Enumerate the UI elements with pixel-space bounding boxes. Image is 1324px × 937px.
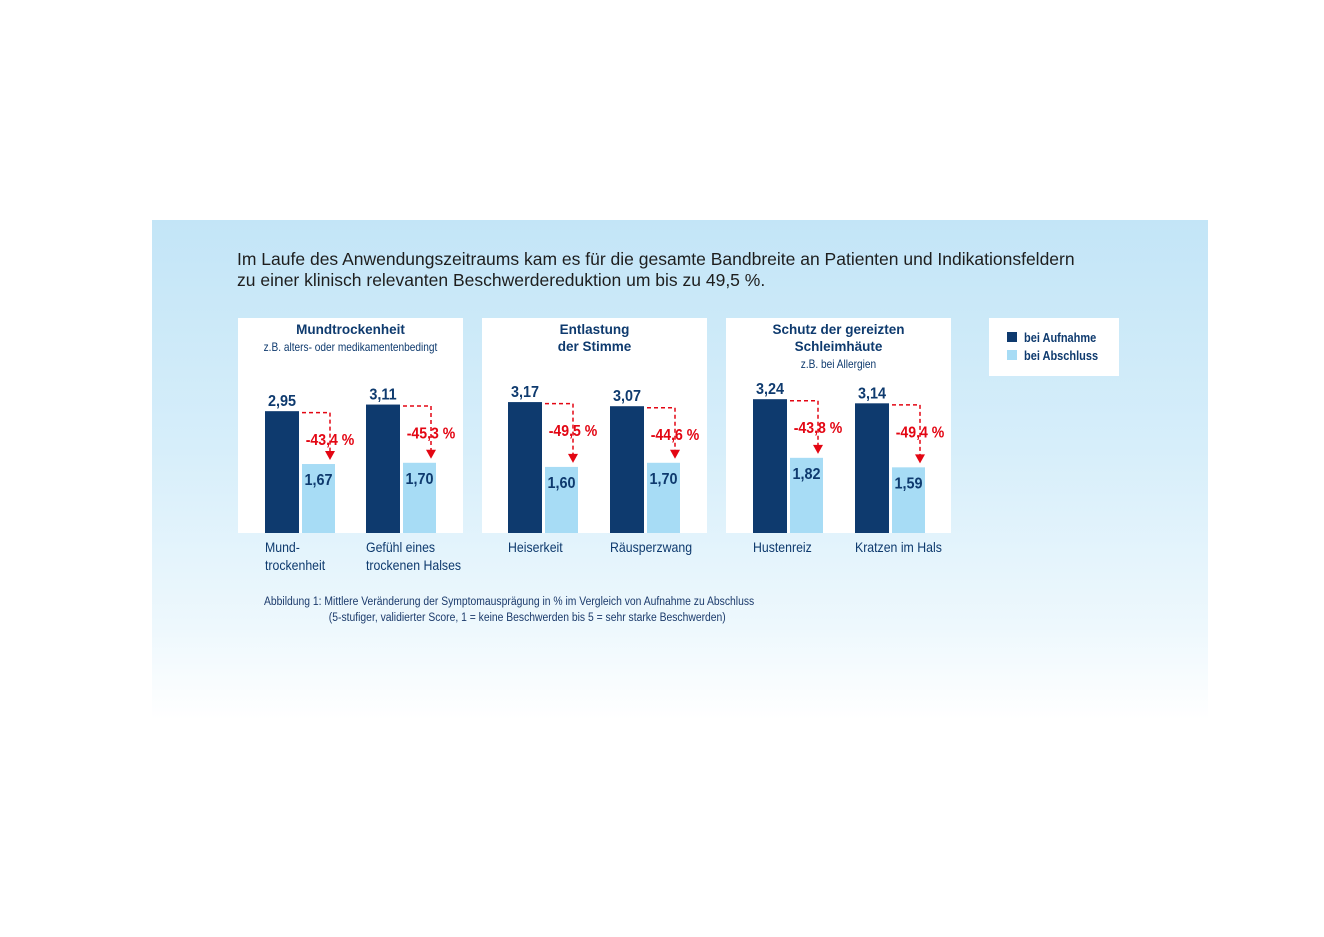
bar-bei-abschluss — [647, 462, 680, 533]
headline-line-2: zu einer klinisch relevanten Beschwerder… — [237, 270, 766, 290]
category-label: Räusperzwang — [610, 539, 692, 555]
change-connector — [892, 404, 921, 456]
change-percentage-label: -43,4 % — [306, 431, 355, 449]
data-label-aufnahme: 3,17 — [511, 383, 539, 401]
bar-bei-abschluss — [302, 464, 335, 533]
panel-subtitle: z.B. alters- oder medikamentenbedingt — [264, 341, 438, 354]
change-percentage-label: -43,8 % — [794, 419, 843, 437]
bar-bei-aufnahme — [366, 404, 400, 533]
panel-subtitle: z.B. bei Allergien — [801, 358, 876, 371]
category-label: Mund- — [265, 539, 300, 555]
category-label: Hustenreiz — [753, 539, 812, 555]
bar-bei-abschluss — [403, 462, 436, 533]
change-connector — [302, 411, 331, 453]
bar-bei-aufnahme — [753, 399, 787, 533]
change-percentage-label: -44,6 % — [651, 426, 700, 444]
category-label: trockenen Halses — [366, 557, 461, 573]
data-label-aufnahme: 3,14 — [858, 385, 887, 403]
bar-bei-abschluss — [892, 467, 925, 533]
change-arrow-icon — [813, 444, 823, 454]
change-percentage-label: -49,5 % — [549, 422, 598, 440]
panel-title: Mundtrockenheit — [296, 322, 405, 337]
legend-box — [989, 318, 1119, 376]
change-connector — [790, 399, 819, 446]
change-arrow-icon — [915, 454, 925, 464]
legend-swatch — [1007, 350, 1017, 360]
data-label-aufnahme: 2,95 — [268, 392, 297, 410]
data-label-aufnahme: 3,07 — [613, 388, 641, 406]
category-label: trockenheit — [265, 557, 326, 573]
change-arrow-icon — [670, 449, 680, 459]
category-label: Kratzen im Hals — [855, 539, 942, 555]
change-percentage-label: -49,4 % — [896, 424, 945, 442]
bar-bei-abschluss — [790, 457, 823, 533]
bar-bei-aufnahme — [855, 403, 889, 533]
panel-title: Schleimhäute — [795, 339, 883, 354]
bar-bei-aufnahme — [610, 406, 644, 533]
change-arrow-icon — [325, 451, 335, 461]
change-arrow-icon — [568, 453, 578, 463]
bar-bei-aufnahme — [265, 411, 299, 533]
change-connector — [545, 402, 574, 455]
figure-caption: Abbildung 1: Mittlere Veränderung der Sy… — [264, 595, 754, 626]
legend-swatch — [1007, 332, 1017, 342]
data-label-abschluss: 1,82 — [792, 465, 820, 483]
headline: Im Laufe des Anwendungszeitraums kam es … — [237, 249, 1117, 291]
category-label: Heiserkeit — [508, 539, 563, 555]
data-label-abschluss: 1,60 — [547, 474, 575, 492]
change-percentage-label: -45,3 % — [407, 425, 456, 443]
data-label-abschluss: 1,70 — [649, 470, 677, 488]
category-label: Gefühl eines — [366, 539, 435, 555]
data-label-aufnahme: 3,11 — [369, 386, 397, 404]
data-label-aufnahme: 3,24 — [756, 381, 785, 399]
legend-label: bei Abschluss — [1024, 349, 1099, 363]
bar-bei-aufnahme — [508, 402, 542, 533]
change-connector — [647, 406, 676, 451]
panel-title: Schutz der gereizten — [772, 322, 904, 337]
legend-label: bei Aufnahme — [1024, 331, 1097, 345]
caption-line-2: (5-stufiger, validierter Score, 1 = kein… — [328, 611, 726, 624]
change-connector — [403, 405, 432, 451]
panel-title: der Stimme — [558, 339, 632, 354]
headline-line-1: Im Laufe des Anwendungszeitraums kam es … — [237, 249, 1075, 269]
panel-title: Entlastung — [560, 322, 630, 337]
change-arrow-icon — [426, 449, 436, 459]
caption-line-1: Abbildung 1: Mittlere Veränderung der Sy… — [264, 596, 755, 608]
data-label-abschluss: 1,70 — [405, 470, 433, 488]
bar-bei-abschluss — [545, 466, 578, 533]
data-label-abschluss: 1,59 — [894, 475, 922, 493]
data-label-abschluss: 1,67 — [304, 471, 332, 489]
